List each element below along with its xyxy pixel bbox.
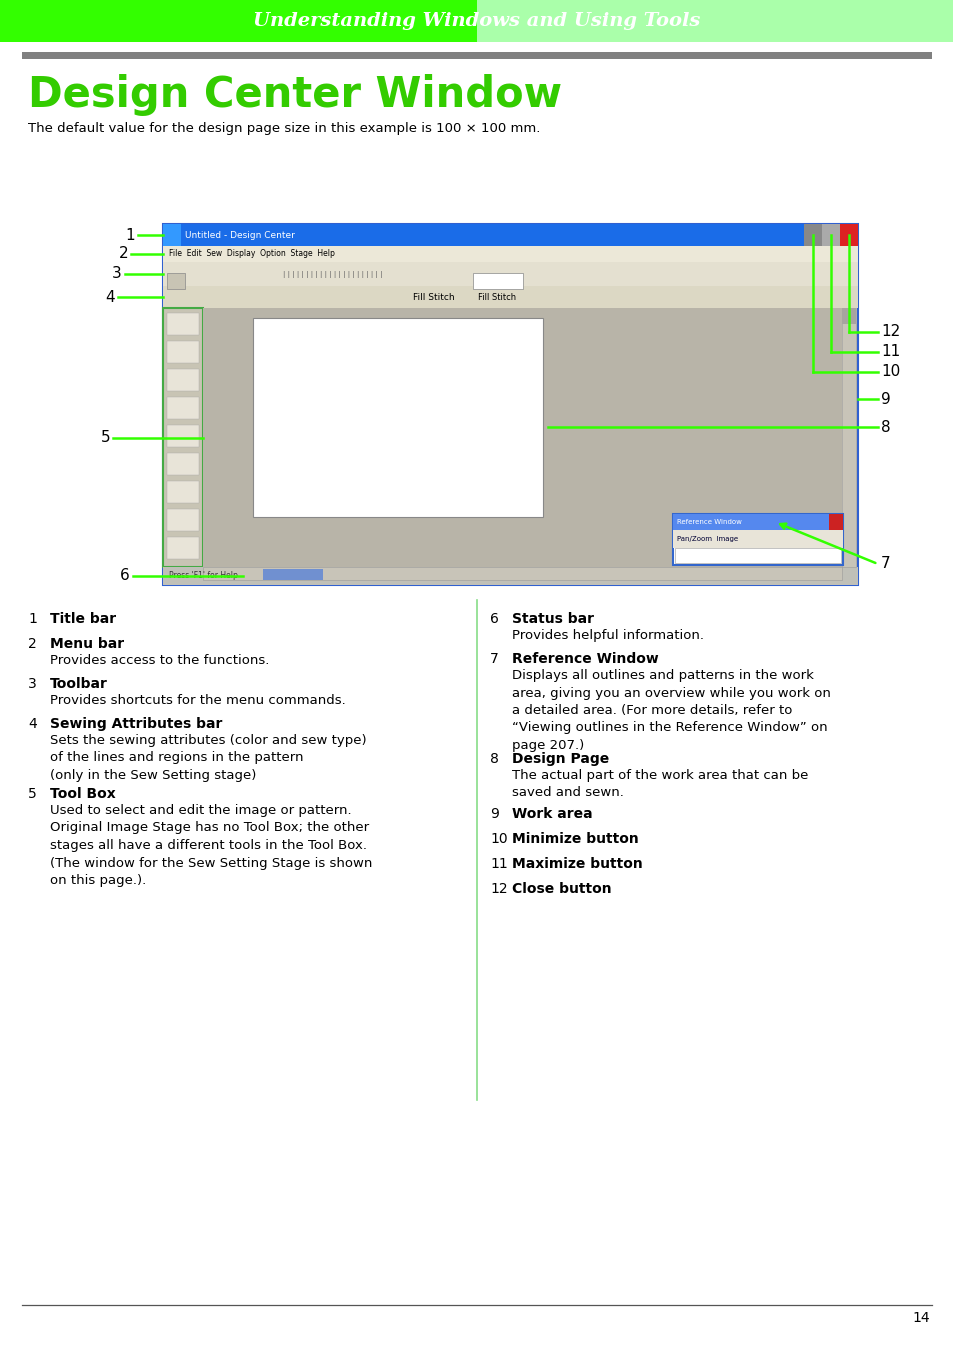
- Text: Maximize button: Maximize button: [512, 857, 642, 871]
- Bar: [163, 286, 857, 307]
- Text: Provides helpful information.: Provides helpful information.: [512, 630, 703, 642]
- Text: | | | | | | | | | | | | | | | | | | | | | |: | | | | | | | | | | | | | | | | | | | | …: [283, 271, 382, 278]
- Text: 7: 7: [880, 557, 890, 572]
- Text: The default value for the design page size in this example is 100 × 100 mm.: The default value for the design page si…: [28, 123, 539, 135]
- Text: Untitled - Design Center: Untitled - Design Center: [185, 231, 294, 240]
- Bar: [203, 568, 841, 580]
- Bar: [167, 510, 199, 531]
- Bar: [163, 307, 203, 568]
- Text: 10: 10: [490, 832, 507, 847]
- Text: Sets the sewing attributes (color and sew type)
of the lines and regions in the : Sets the sewing attributes (color and se…: [50, 735, 366, 782]
- Text: 4: 4: [28, 717, 37, 731]
- Text: Pan/Zoom  Image: Pan/Zoom Image: [677, 537, 738, 542]
- Text: 9: 9: [880, 391, 890, 407]
- Text: 1: 1: [125, 228, 135, 243]
- Bar: [263, 569, 323, 580]
- Text: 3: 3: [112, 267, 122, 282]
- Bar: [167, 453, 199, 474]
- Bar: [821, 224, 840, 245]
- Text: 6: 6: [490, 612, 498, 625]
- Text: Tool Box: Tool Box: [50, 787, 115, 801]
- Text: Sewing Attributes bar: Sewing Attributes bar: [50, 717, 222, 731]
- Text: File  Edit  Sew  Display  Option  Stage  Help: File Edit Sew Display Option Stage Help: [169, 249, 335, 259]
- Bar: [22, 53, 931, 59]
- Text: Menu bar: Menu bar: [50, 638, 124, 651]
- Text: Close button: Close button: [512, 882, 611, 896]
- Bar: [163, 262, 857, 286]
- Bar: [672, 530, 842, 549]
- Text: 12: 12: [490, 882, 507, 896]
- Text: Design Page: Design Page: [512, 752, 609, 766]
- Text: Fill Stitch: Fill Stitch: [477, 293, 516, 302]
- Text: Reference Window: Reference Window: [677, 519, 741, 524]
- Text: 5: 5: [100, 430, 110, 445]
- Bar: [841, 307, 855, 324]
- Bar: [840, 224, 857, 245]
- Bar: [167, 425, 199, 448]
- Text: 3: 3: [28, 677, 37, 692]
- Text: Work area: Work area: [512, 807, 592, 821]
- Bar: [167, 341, 199, 363]
- Text: Displays all outlines and patterns in the work
area, giving you an overview whil: Displays all outlines and patterns in th…: [512, 669, 830, 752]
- Text: Provides access to the functions.: Provides access to the functions.: [50, 654, 269, 667]
- Text: 9: 9: [490, 807, 498, 821]
- Text: 11: 11: [490, 857, 507, 871]
- Bar: [163, 224, 181, 245]
- Bar: [0, 0, 476, 42]
- Bar: [841, 307, 855, 568]
- Bar: [163, 224, 857, 245]
- Bar: [167, 537, 199, 559]
- Text: Provides shortcuts for the menu commands.: Provides shortcuts for the menu commands…: [50, 694, 345, 706]
- Text: 2: 2: [118, 247, 128, 262]
- Text: 1: 1: [28, 612, 37, 625]
- Text: The actual part of the work area that can be
saved and sewn.: The actual part of the work area that ca…: [512, 768, 807, 799]
- Text: 8: 8: [880, 421, 890, 435]
- Text: 7: 7: [490, 652, 498, 666]
- Bar: [476, 0, 953, 42]
- Text: 6: 6: [120, 569, 130, 584]
- Text: 11: 11: [880, 345, 900, 360]
- Text: 14: 14: [911, 1312, 929, 1325]
- Text: Design Center Window: Design Center Window: [28, 74, 561, 116]
- Bar: [803, 224, 821, 245]
- Bar: [672, 514, 842, 530]
- Bar: [675, 549, 841, 563]
- Text: 8: 8: [490, 752, 498, 766]
- Bar: [167, 481, 199, 503]
- Bar: [163, 568, 857, 585]
- Bar: [167, 313, 199, 336]
- Text: 2: 2: [28, 638, 37, 651]
- Text: Reference Window: Reference Window: [512, 652, 659, 666]
- Bar: [672, 514, 842, 565]
- Text: Status bar: Status bar: [512, 612, 594, 625]
- Bar: [473, 274, 522, 288]
- Text: Press 'F1' for Help: Press 'F1' for Help: [169, 572, 237, 581]
- Text: Title bar: Title bar: [50, 612, 116, 625]
- Text: 10: 10: [880, 364, 900, 380]
- Text: 4: 4: [105, 290, 115, 305]
- Text: 5: 5: [28, 787, 37, 801]
- Bar: [167, 398, 199, 419]
- Text: Understanding Windows and Using Tools: Understanding Windows and Using Tools: [253, 12, 700, 30]
- Bar: [253, 318, 542, 518]
- Bar: [163, 245, 857, 262]
- Bar: [167, 369, 199, 391]
- Text: Toolbar: Toolbar: [50, 677, 108, 692]
- Bar: [163, 224, 857, 585]
- Text: Fill Stitch: Fill Stitch: [413, 293, 455, 302]
- Text: Used to select and edit the image or pattern.
Original Image Stage has no Tool B: Used to select and edit the image or pat…: [50, 803, 372, 887]
- Bar: [167, 274, 185, 288]
- Bar: [828, 514, 842, 530]
- Text: 12: 12: [880, 325, 900, 340]
- Bar: [203, 307, 841, 568]
- Text: Minimize button: Minimize button: [512, 832, 639, 847]
